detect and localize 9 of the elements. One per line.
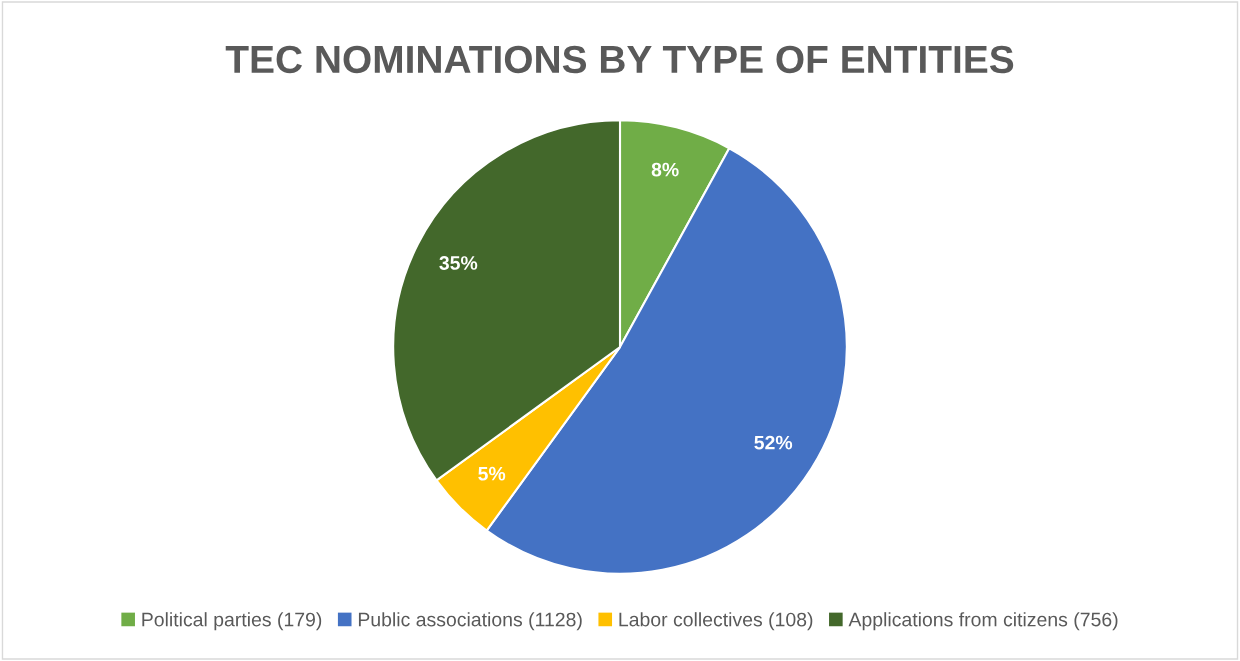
data-label: 5% [478,466,506,481]
legend-label: Political parties (179) [142,612,322,631]
data-label: 52% [754,435,793,450]
data-label: 8% [651,162,679,177]
legend-label: Public associations (1128) [358,612,582,631]
data-label: 35% [439,256,478,270]
chart-title: TEC NOMINATIONS BY TYPE OF ENTITIES [225,45,1014,74]
legend-label: Labor collectives (108) [619,612,813,631]
legend-label: Applications from citizens (756) [848,612,1118,631]
